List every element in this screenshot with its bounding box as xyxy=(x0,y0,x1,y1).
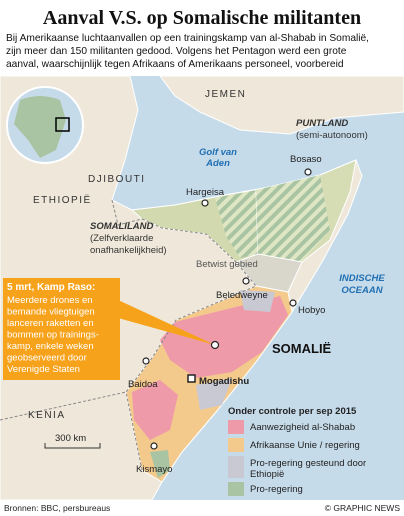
callout-line: bemande vliegtuigen xyxy=(7,307,95,318)
callout-line: bommen op trainings- xyxy=(7,330,99,341)
puntland-hatch xyxy=(256,175,330,262)
callout-line: Verenigde Staten xyxy=(7,364,80,375)
source: Bronnen: BBC, persbureaus xyxy=(4,503,110,513)
region-label: SOMALILAND xyxy=(90,221,153,232)
scale-label: 300 km xyxy=(55,433,86,444)
region-label: onafhankelijkheid) xyxy=(90,245,167,256)
callout-line: Meerdere drones en xyxy=(7,295,93,306)
city-label: Kismayo xyxy=(136,464,172,475)
country-label: SOMALIË xyxy=(272,341,332,356)
strike-site xyxy=(210,340,220,350)
al-shabab-area xyxy=(160,296,288,378)
al-shabab-area xyxy=(132,380,178,440)
credit: © GRAPHIC NEWS xyxy=(325,503,401,513)
ethiopia-backed-area xyxy=(240,290,275,312)
city-label: Baidoa xyxy=(128,379,158,390)
border xyxy=(0,391,127,421)
city-label: Hobyo xyxy=(298,305,325,316)
scale-bar xyxy=(44,443,101,449)
map xyxy=(0,76,404,500)
ethiopia-backed-area xyxy=(196,378,232,410)
locator-box xyxy=(55,117,70,132)
legend-label: Pro-regering gesteund door xyxy=(250,458,366,469)
callout-pointer xyxy=(118,300,215,345)
callout-line: lanceren raketten en xyxy=(7,318,94,329)
contested-hatch xyxy=(215,190,258,258)
country-label: KENIA xyxy=(28,410,66,421)
callout-title: 5 mrt, Kamp Raso: xyxy=(7,282,95,293)
region-label: (Zelfverklaarde xyxy=(90,233,153,244)
legend-swatch xyxy=(228,482,244,496)
legend-label: Aanwezigheid al-Shabab xyxy=(250,422,355,433)
locator-land xyxy=(14,96,66,158)
sea-label: INDISCHE xyxy=(339,273,385,284)
capital-mark xyxy=(187,374,196,383)
title: Aanval V.S. op Somalische militanten xyxy=(43,7,361,29)
callout-line: geobserveerd door xyxy=(7,353,87,364)
legend-label: Afrikaanse Unie / regering xyxy=(250,440,360,451)
sea-label: OCEAAN xyxy=(341,285,383,296)
intro-line: aanval, waarschijnlijk tegen Afrikaans o… xyxy=(6,59,344,70)
footer-bar xyxy=(0,500,404,516)
border xyxy=(111,199,143,226)
city-dot xyxy=(304,168,312,176)
city-dot xyxy=(289,299,297,307)
country-label: ETHIOPIË xyxy=(33,194,92,206)
region-label: (semi-autonoom) xyxy=(296,130,368,141)
legend-title: Onder controle per sep 2015 xyxy=(228,406,357,417)
intro-line: zijn meer dan 150 militanten gedood. Vol… xyxy=(6,46,347,57)
legend: Onder controle per sep 2015 Aanwezigheid… xyxy=(228,406,366,496)
city-label: Bosaso xyxy=(290,154,322,165)
legend-swatch xyxy=(228,438,244,452)
city-label: Mogadishu xyxy=(199,376,249,387)
legend-swatch xyxy=(228,456,244,478)
country-label: JEMEN xyxy=(205,89,246,100)
region-label: PUNTLAND xyxy=(296,118,348,129)
legend-label: Ethiopië xyxy=(250,469,284,480)
legend-label: Pro-regering xyxy=(250,484,303,495)
disputed-area xyxy=(235,253,303,293)
city-dot xyxy=(201,199,209,207)
city-dot xyxy=(142,357,150,365)
arabia xyxy=(159,76,404,135)
city-label: Beledweyne xyxy=(216,290,268,301)
country-label: DJIBOUTI xyxy=(88,174,146,185)
sea-label: Aden xyxy=(205,158,230,169)
cities: Bosaso Hargeisa Beledweyne Hobyo Baidoa … xyxy=(128,154,325,475)
sea-label: Golf van xyxy=(199,147,237,158)
city-dot xyxy=(150,442,158,450)
intro-line: Bij Amerikaanse luchtaanvallen op een tr… xyxy=(6,33,369,44)
pro-government-area xyxy=(150,450,170,478)
callout-line: kamp, enkele weken xyxy=(7,341,94,352)
city-dot xyxy=(242,277,250,285)
callout-box xyxy=(3,278,120,380)
legend-swatch xyxy=(228,420,244,434)
region-label: Betwist gebied xyxy=(196,259,258,270)
border xyxy=(125,218,257,471)
city-label: Hargeisa xyxy=(186,187,225,198)
